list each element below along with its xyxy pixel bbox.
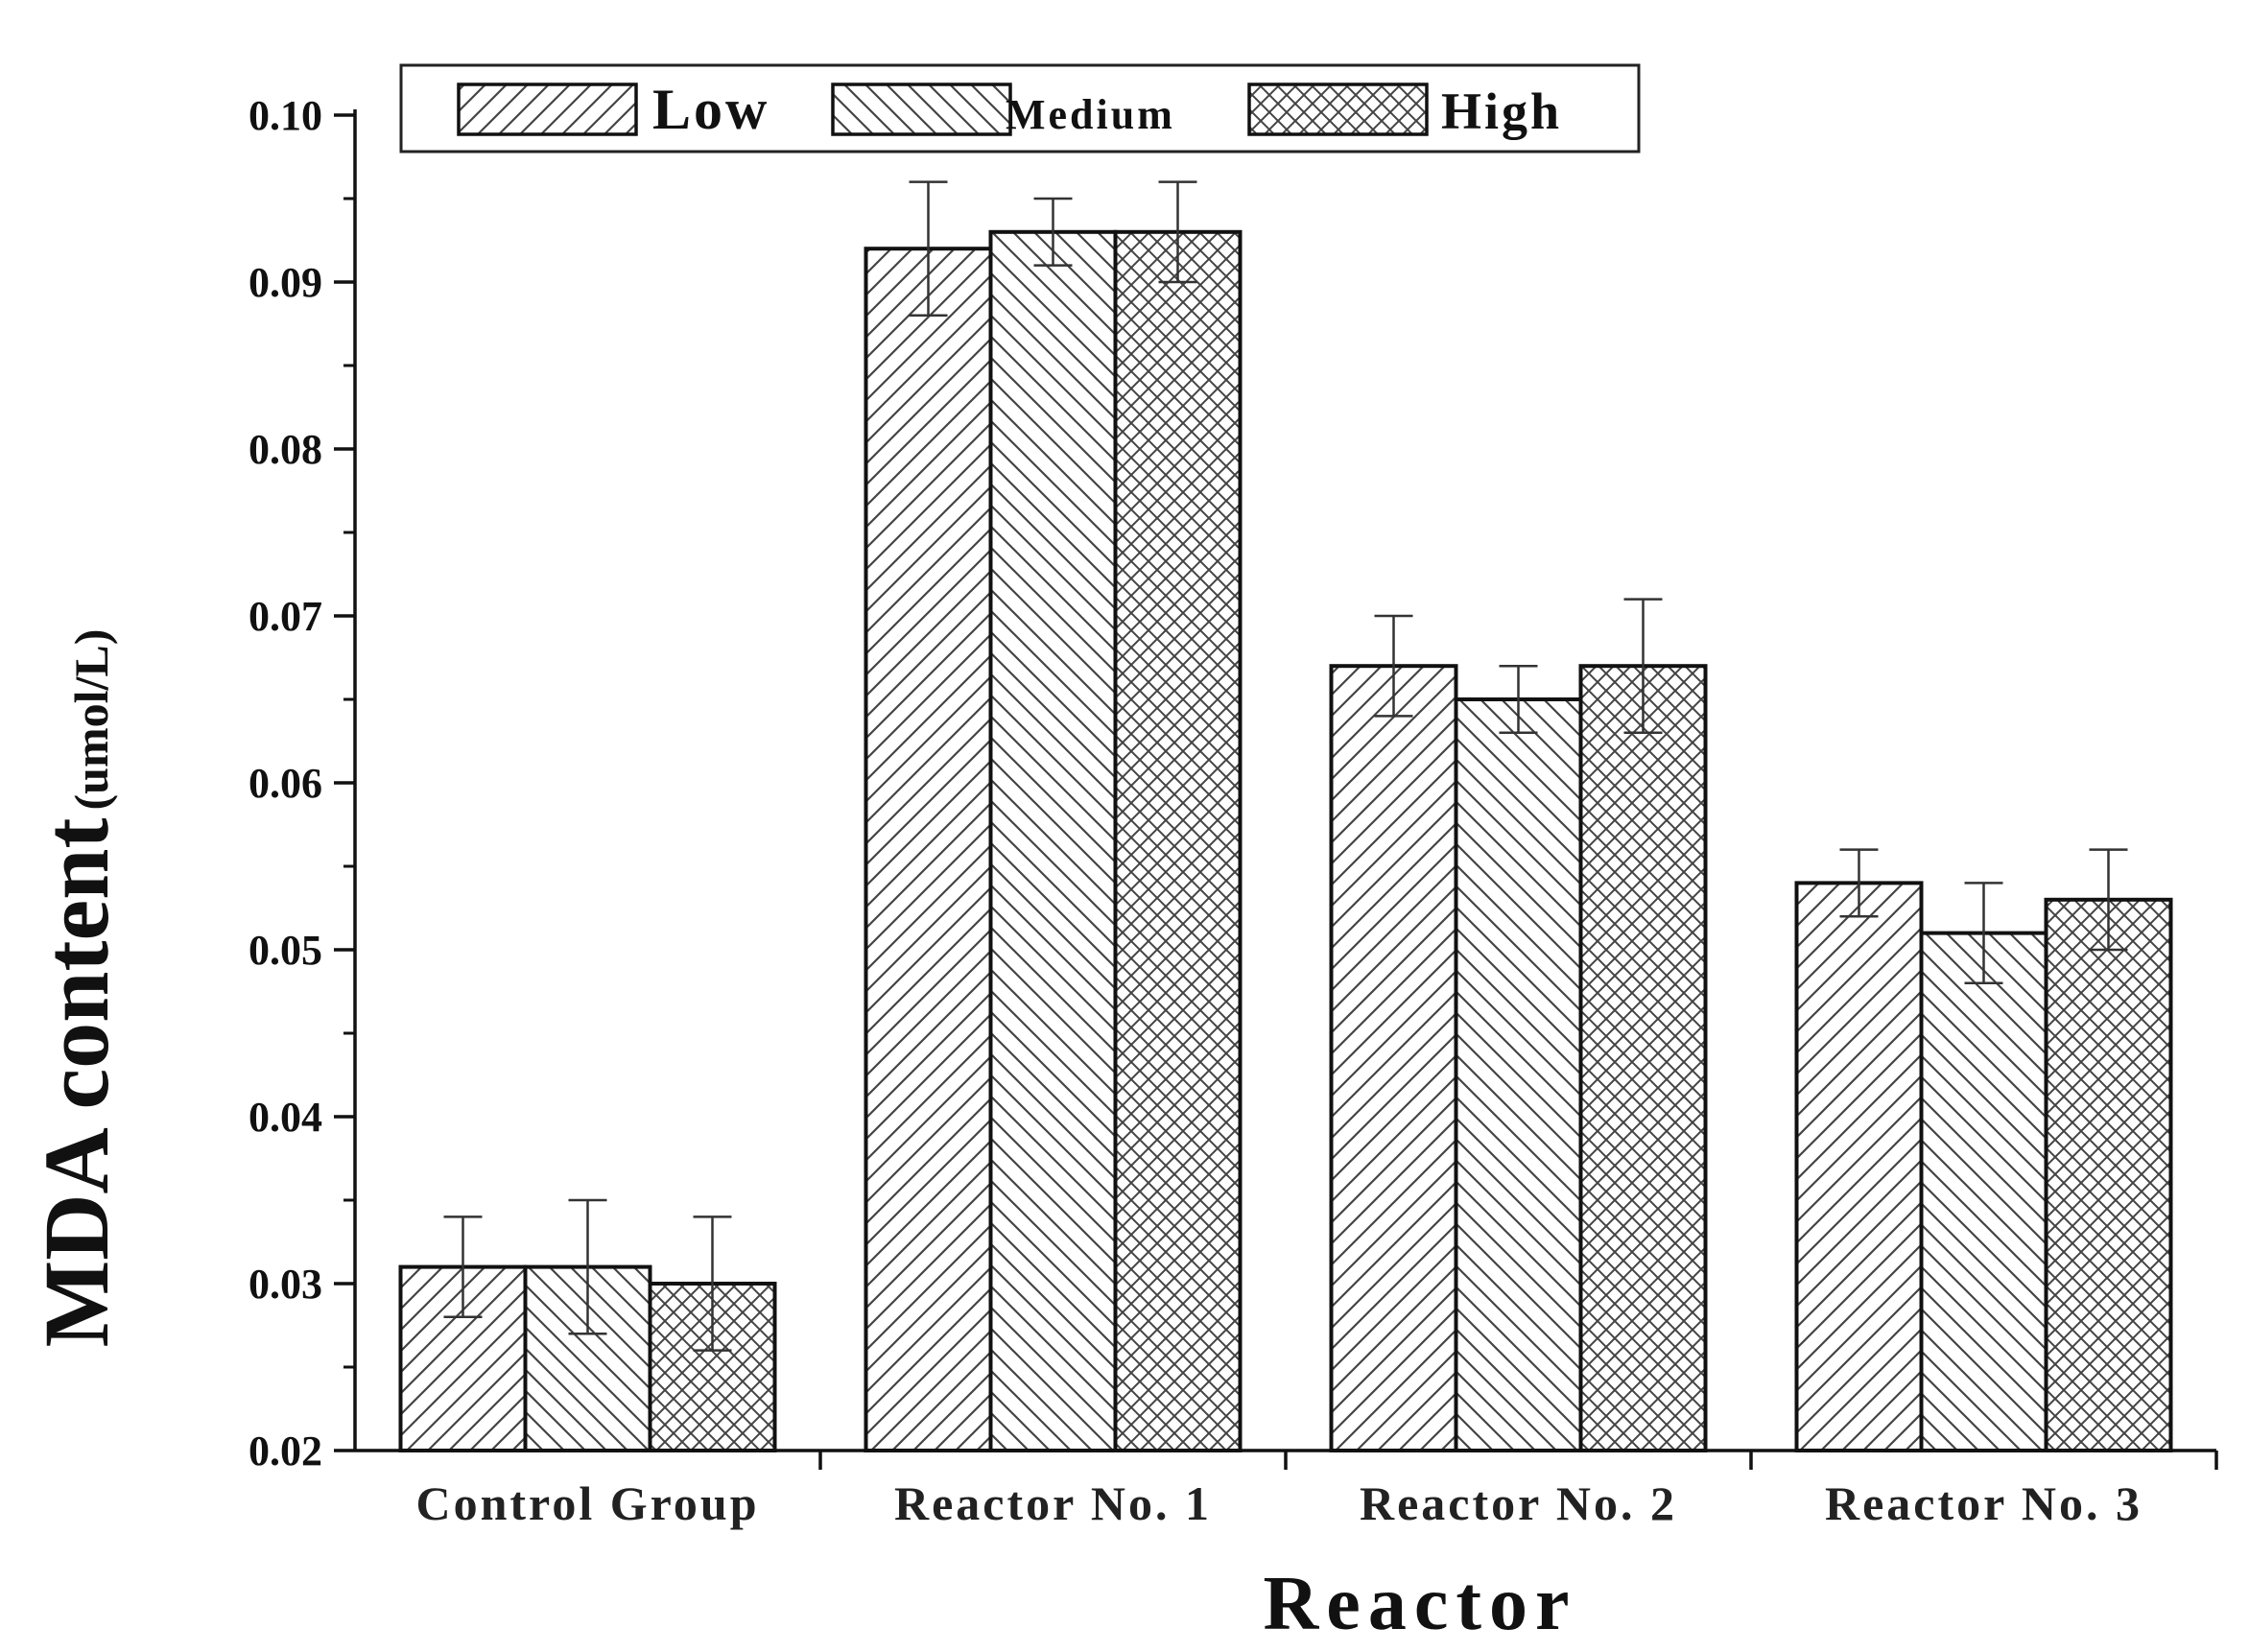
x-tick-label: Reactor No. 2 — [1360, 1476, 1677, 1530]
bar — [1919, 931, 2048, 1452]
error-bar — [693, 1215, 732, 1352]
legend-swatch — [457, 83, 638, 136]
error-bar — [2089, 848, 2128, 952]
bar — [1794, 881, 1924, 1452]
y-axis-label: MDA content (umol/L) — [25, 629, 128, 1348]
bar — [1454, 697, 1583, 1452]
y-tick-label: 0.07 — [249, 593, 322, 640]
x-axis: Control Group Reactor No. 1 Reactor No. 2 R… — [355, 1449, 2218, 1530]
y-tick-label: 0.03 — [249, 1261, 322, 1308]
error-bar — [1499, 664, 1538, 735]
x-tick-label: Reactor No. 1 — [894, 1476, 1212, 1530]
bar — [1578, 664, 1708, 1452]
y-axis-label-main: MDA content — [25, 817, 128, 1347]
legend: Low Medium High — [399, 63, 1641, 153]
y-axis-label-unit: (umol/L) — [64, 629, 118, 811]
y-tick-label: 0.06 — [249, 760, 322, 807]
y-axis: 0.02 0.03 0.04 0.05 0.06 0.07 0.08 0.09 0.10 — [249, 92, 357, 1475]
error-bars-group — [443, 180, 2128, 1352]
bar — [988, 229, 1118, 1452]
bar — [1329, 664, 1458, 1452]
legend-item: High — [1247, 83, 1562, 140]
legend-swatch — [831, 83, 1012, 136]
error-bar — [568, 1198, 607, 1335]
error-bar — [909, 180, 948, 318]
bar — [1113, 229, 1243, 1452]
x-tick-label: Control Group — [415, 1476, 759, 1530]
legend-label: Medium — [1006, 91, 1175, 138]
y-tick-label: 0.09 — [249, 259, 322, 306]
error-bar — [1839, 848, 1879, 918]
legend-swatch — [1247, 83, 1429, 136]
error-bar — [1158, 180, 1197, 284]
y-tick-label: 0.08 — [249, 426, 322, 473]
error-bar — [1964, 882, 2003, 985]
bar — [864, 247, 993, 1453]
bars-group — [398, 229, 2173, 1453]
x-axis-label: Reactor — [1264, 1562, 1577, 1646]
x-tick-label: Reactor No. 3 — [1825, 1476, 2142, 1530]
error-bar — [1033, 197, 1073, 267]
y-tick-label: 0.10 — [249, 92, 322, 139]
bar — [2044, 897, 2173, 1452]
y-tick-label: 0.04 — [249, 1094, 322, 1141]
error-bar — [1623, 598, 1663, 735]
error-bar — [1374, 614, 1413, 718]
legend-item: Medium — [831, 83, 1175, 138]
y-tick-label: 0.02 — [249, 1428, 322, 1475]
y-tick-label: 0.05 — [249, 927, 322, 974]
legend-item: Low — [457, 78, 769, 141]
legend-label: High — [1441, 83, 1562, 140]
error-bar — [443, 1215, 483, 1319]
legend-label: Low — [652, 78, 769, 141]
